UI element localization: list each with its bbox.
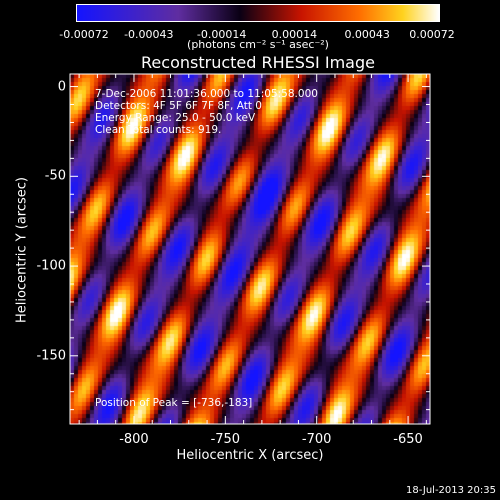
detectors-label: Detectors: 4F 5F 6F 7F 8F, Att 0 (95, 100, 262, 112)
clean-counts-label: Clean Total counts: 919. (95, 124, 222, 136)
chart-title: Reconstructed RHESSI Image (141, 53, 375, 72)
x-tick-label: -750 (210, 432, 241, 447)
colorbar-tick-label: -0.00014 (196, 28, 247, 41)
x-tick-label: -700 (301, 432, 332, 447)
colorbar-tick-label: -0.00072 (59, 28, 109, 41)
footer-timestamp: 18-Jul-2013 20:35 (405, 485, 496, 496)
y-tick-label: 0 (57, 79, 66, 95)
time-range-label: 7-Dec-2006 11:01:36.000 to 11:05:58.000 (95, 88, 318, 100)
colorbar (76, 4, 440, 22)
y-axis-label: Heliocentric Y (arcsec) (14, 177, 30, 323)
colorbar-tick-label: 0.00043 (344, 28, 390, 41)
plot-frame (69, 73, 431, 425)
x-tick-label: -800 (119, 432, 149, 447)
colorbar-tick-label: 0.00014 (271, 28, 318, 41)
x-tick-label: -650 (393, 432, 423, 447)
y-tick-label: -50 (44, 168, 66, 184)
y-tick-label: -100 (36, 258, 66, 274)
x-axis-label: Heliocentric X (arcsec) (176, 448, 324, 463)
heatmap-image (70, 74, 430, 424)
peak-position-label: Position of Peak = [-736,-183] (95, 397, 253, 409)
y-tick-label: -150 (36, 348, 66, 364)
colorbar-units: (photons cm⁻² s⁻¹ asec⁻²) (187, 38, 329, 51)
colorbar-tick-label: 0.00072 (409, 28, 455, 41)
energy-range-label: Energy Range: 25.0 - 50.0 keV (95, 112, 256, 124)
colorbar-tick-label: -0.00043 (124, 28, 174, 41)
